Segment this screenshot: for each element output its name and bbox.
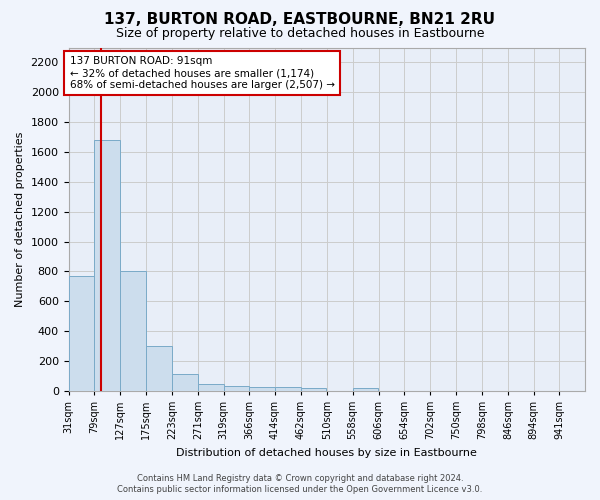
Bar bbox=[172, 374, 197, 391]
X-axis label: Distribution of detached houses by size in Eastbourne: Distribution of detached houses by size … bbox=[176, 448, 477, 458]
Bar bbox=[353, 388, 378, 391]
Text: 137, BURTON ROAD, EASTBOURNE, BN21 2RU: 137, BURTON ROAD, EASTBOURNE, BN21 2RU bbox=[104, 12, 496, 28]
Y-axis label: Number of detached properties: Number of detached properties bbox=[15, 132, 25, 307]
Text: Contains HM Land Registry data © Crown copyright and database right 2024.
Contai: Contains HM Land Registry data © Crown c… bbox=[118, 474, 482, 494]
Bar bbox=[68, 276, 94, 391]
Text: 137 BURTON ROAD: 91sqm
← 32% of detached houses are smaller (1,174)
68% of semi-: 137 BURTON ROAD: 91sqm ← 32% of detached… bbox=[70, 56, 335, 90]
Text: Size of property relative to detached houses in Eastbourne: Size of property relative to detached ho… bbox=[116, 28, 484, 40]
Bar bbox=[275, 387, 301, 391]
Bar bbox=[224, 386, 250, 391]
Bar bbox=[94, 140, 120, 391]
Bar bbox=[146, 346, 172, 391]
Bar bbox=[198, 384, 224, 391]
Bar bbox=[301, 388, 326, 391]
Bar bbox=[249, 387, 275, 391]
Bar bbox=[120, 272, 146, 391]
